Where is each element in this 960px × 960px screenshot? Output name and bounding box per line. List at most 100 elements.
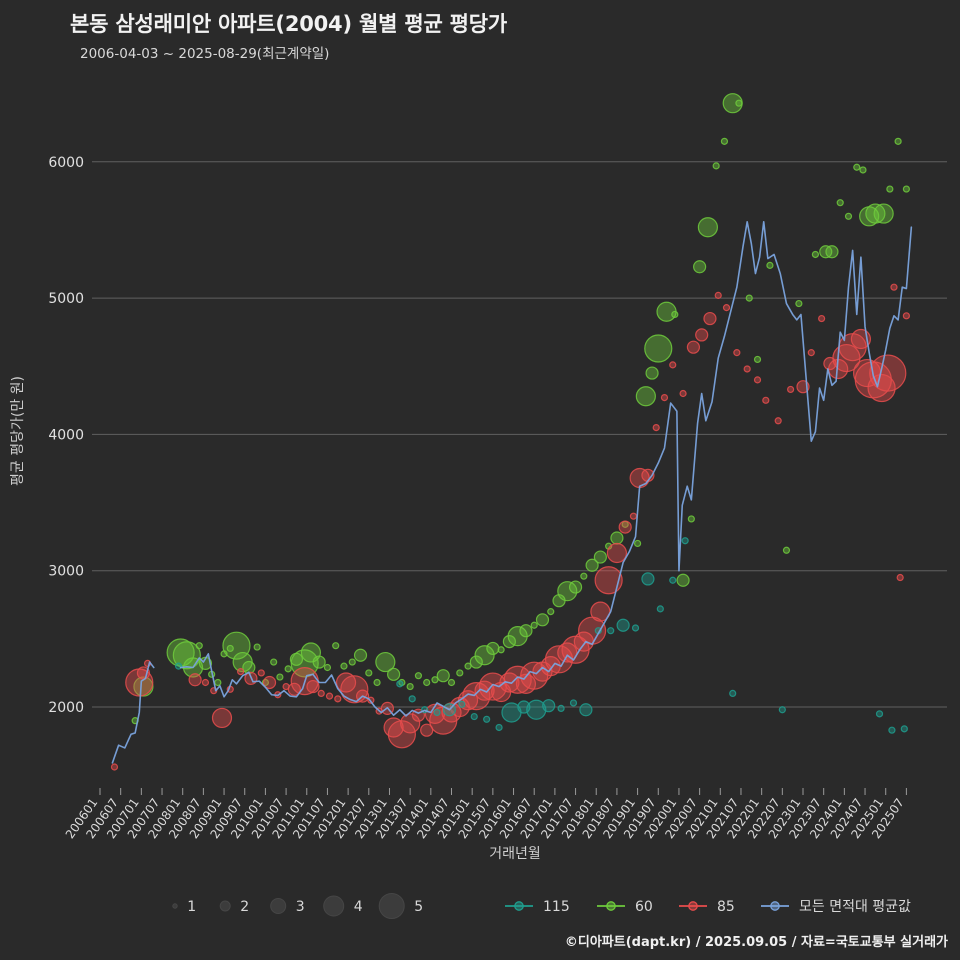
data-bubble[interactable] (853, 163, 861, 171)
data-bubble[interactable] (902, 312, 910, 320)
data-bubble[interactable] (340, 675, 369, 704)
data-bubble[interactable] (787, 385, 795, 394)
data-bubble[interactable] (535, 613, 550, 627)
data-bubble[interactable] (894, 137, 902, 145)
data-bubble[interactable] (408, 695, 416, 703)
data-bubble[interactable] (616, 618, 630, 632)
data-bubble[interactable] (644, 334, 673, 363)
data-bubble[interactable] (778, 706, 786, 714)
data-bubble[interactable] (340, 662, 348, 670)
data-bubble[interactable] (497, 646, 505, 654)
data-bubble[interactable] (652, 423, 660, 432)
data-bubble[interactable] (469, 655, 483, 669)
data-bubble[interactable] (334, 695, 342, 703)
data-bubble[interactable] (557, 581, 578, 602)
data-bubble[interactable] (447, 678, 456, 687)
data-bubble[interactable] (431, 676, 439, 684)
data-bubble[interactable] (722, 304, 731, 312)
data-bubble[interactable] (743, 365, 751, 373)
data-bubble[interactable] (133, 676, 154, 697)
data-bubble[interactable] (607, 627, 615, 635)
data-bubble[interactable] (631, 624, 640, 632)
data-bubble[interactable] (679, 389, 687, 398)
data-bubble[interactable] (373, 678, 381, 687)
data-bubble[interactable] (433, 708, 441, 717)
data-bubble[interactable] (464, 662, 472, 670)
data-bubble[interactable] (387, 667, 401, 681)
data-bubble[interactable] (594, 566, 623, 595)
data-bubble[interactable] (456, 669, 464, 677)
data-bubble[interactable] (110, 763, 119, 771)
data-bubble[interactable] (656, 605, 664, 613)
data-bubble[interactable] (645, 366, 659, 380)
data-bubble[interactable] (745, 294, 753, 302)
data-bubble[interactable] (214, 678, 222, 687)
data-bubble[interactable] (495, 723, 503, 732)
data-bubble[interactable] (753, 376, 762, 384)
data-bubble[interactable] (172, 641, 201, 670)
data-bubble[interactable] (276, 673, 284, 681)
data-bubble[interactable] (547, 608, 555, 616)
data-bubble[interactable] (807, 349, 815, 357)
data-bubble[interactable] (195, 642, 203, 650)
data-bubble[interactable] (693, 260, 707, 274)
data-bubble[interactable] (818, 314, 826, 323)
data-bubble[interactable] (423, 678, 431, 687)
data-bubble[interactable] (869, 354, 907, 392)
data-bubble[interactable] (811, 250, 820, 259)
data-bubble[interactable] (729, 689, 737, 697)
legend-item-85[interactable]: 85 (679, 899, 735, 915)
data-bubble[interactable] (436, 669, 450, 683)
data-bubble[interactable] (671, 310, 679, 319)
data-bubble[interactable] (686, 340, 701, 354)
data-bubble[interactable] (474, 645, 495, 666)
data-bubble[interactable] (635, 386, 656, 407)
data-bubble[interactable] (211, 707, 233, 729)
data-bubble[interactable] (323, 663, 332, 672)
data-bubble[interactable] (697, 217, 718, 238)
data-bubble[interactable] (568, 580, 583, 594)
data-bubble[interactable] (257, 669, 265, 677)
data-bubble[interactable] (530, 621, 538, 629)
data-bubble[interactable] (542, 699, 556, 713)
legend-item-115[interactable]: 115 (505, 899, 570, 915)
data-bubble[interactable] (641, 572, 655, 586)
data-bubble[interactable] (633, 539, 642, 548)
data-bubble[interactable] (695, 328, 709, 342)
data-bubble[interactable] (284, 665, 292, 673)
data-bubble[interactable] (306, 679, 320, 694)
data-bubble[interactable] (332, 642, 340, 650)
data-bubble[interactable] (896, 573, 904, 582)
data-bubble[interactable] (795, 299, 803, 308)
data-bubble[interactable] (618, 520, 632, 534)
data-bubble[interactable] (375, 651, 396, 673)
data-bubble[interactable] (766, 261, 774, 269)
data-bubble[interactable] (593, 550, 607, 564)
data-bubble[interactable] (580, 572, 588, 580)
data-bubble[interactable] (557, 704, 565, 712)
data-bubble[interactable] (387, 720, 416, 749)
data-bubble[interactable] (585, 558, 599, 572)
data-bubble[interactable] (610, 531, 624, 545)
data-bubble[interactable] (348, 658, 356, 666)
data-bubble[interactable] (825, 245, 839, 259)
data-bubble[interactable] (414, 672, 423, 680)
data-bubble[interactable] (844, 212, 853, 220)
legend-item-모든 면적대 평균값[interactable]: 모든 면적대 평균값 (761, 899, 911, 915)
data-bubble[interactable] (681, 537, 689, 545)
data-bubble[interactable] (774, 417, 782, 425)
data-bubble[interactable] (875, 710, 884, 718)
data-bubble[interactable] (237, 667, 245, 676)
data-bubble[interactable] (353, 648, 368, 662)
data-bubble[interactable] (226, 644, 234, 653)
data-bubble[interactable] (396, 680, 404, 688)
data-bubble[interactable] (458, 700, 466, 708)
data-bubble[interactable] (676, 573, 690, 587)
data-bubble[interactable] (420, 723, 434, 737)
data-bubble[interactable] (569, 699, 578, 707)
data-bubble[interactable] (629, 512, 638, 520)
data-bubble[interactable] (735, 99, 743, 107)
data-bubble[interactable] (669, 361, 677, 369)
data-bubble[interactable] (290, 649, 319, 678)
data-bubble[interactable] (900, 725, 908, 733)
